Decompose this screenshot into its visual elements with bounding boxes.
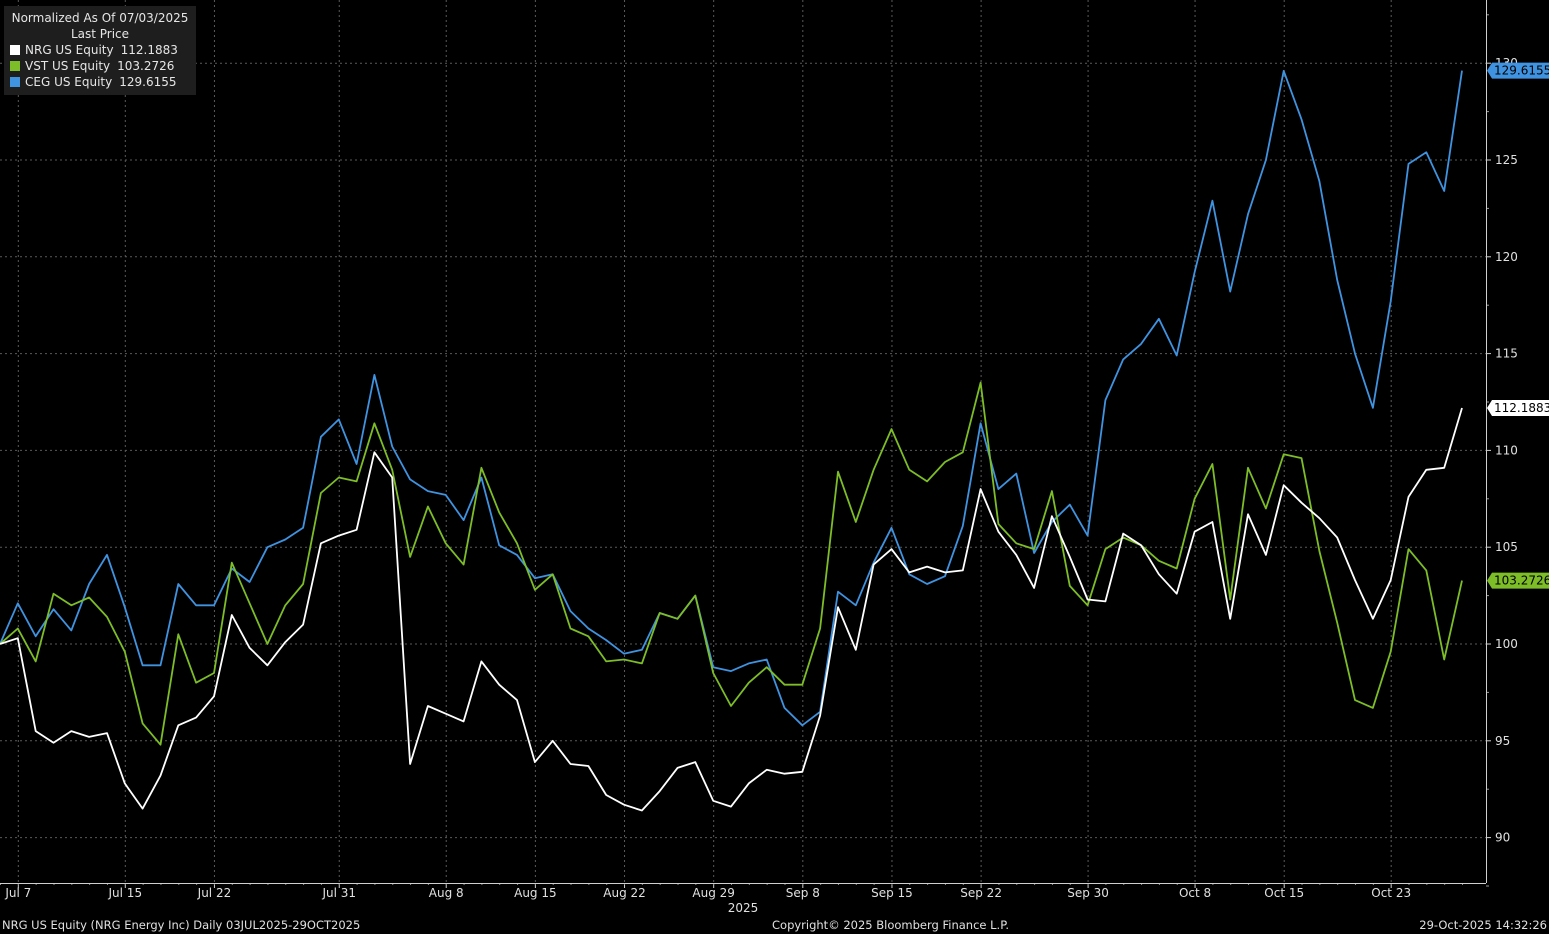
x-tick-label: Oct 23 <box>1371 886 1411 900</box>
series-line-ceg <box>0 70 1463 727</box>
legend: Normalized As Of 07/03/2025 Last Price N… <box>4 6 196 95</box>
x-tick-label: Aug 8 <box>429 886 464 900</box>
x-tick-label: Sep 30 <box>1067 886 1109 900</box>
last-value-tag-text: 112.1883 <box>1494 401 1549 415</box>
legend-item-ceg: CEG US Equity 129.6155 <box>10 74 190 90</box>
x-tick-label: Oct 15 <box>1264 886 1304 900</box>
legend-swatch-ceg <box>10 77 20 87</box>
last-value-tag-bg <box>1487 62 1549 79</box>
legend-item-nrg: NRG US Equity 112.1883 <box>10 42 190 58</box>
legend-swatch-vst <box>10 61 20 71</box>
y-tick-label: 120 <box>1495 250 1518 264</box>
series-line-nrg <box>0 407 1463 812</box>
legend-label-nrg: NRG US Equity <box>25 43 114 57</box>
x-tick-label: Sep 22 <box>960 886 1002 900</box>
footer-copyright: Copyright© 2025 Bloomberg Finance L.P. <box>772 918 1009 932</box>
legend-label-vst: VST US Equity <box>25 59 111 73</box>
x-tick-label: Aug 15 <box>514 886 557 900</box>
last-value-tag-bg <box>1487 400 1549 417</box>
x-tick-label: Aug 22 <box>603 886 646 900</box>
y-tick-label: 90 <box>1495 831 1510 845</box>
legend-label-ceg: CEG US Equity <box>25 75 113 89</box>
footer-security-info: NRG US Equity (NRG Energy Inc) Daily 03J… <box>2 918 361 932</box>
x-tick-label: Jul 7 <box>4 886 31 900</box>
last-value-tag-ceg: 129.6155 <box>1487 62 1549 79</box>
last-value-tag-nrg: 112.1883 <box>1487 400 1549 417</box>
x-year-label: 2025 <box>728 901 759 915</box>
last-value-tag-text: 103.2726 <box>1494 574 1549 588</box>
y-tick-label: 100 <box>1495 637 1518 651</box>
y-tick-label: 115 <box>1495 347 1518 361</box>
x-tick-label: Oct 8 <box>1179 886 1211 900</box>
x-tick-label: Jul 31 <box>321 886 356 900</box>
series-line-vst <box>0 381 1463 746</box>
x-tick-label: Jul 15 <box>108 886 143 900</box>
legend-value-vst: 103.2726 <box>117 59 175 73</box>
footer-timestamp: 29-Oct-2025 14:32:26 <box>1419 918 1547 932</box>
chart-title: Normalized As Of 07/03/2025 <box>11 11 189 25</box>
legend-item-vst: VST US Equity 103.2726 <box>10 58 190 74</box>
y-tick-label: 110 <box>1495 443 1518 457</box>
x-tick-label: Sep 8 <box>786 886 820 900</box>
y-tick-label: 125 <box>1495 153 1518 167</box>
x-tick-label: Sep 15 <box>871 886 913 900</box>
last-value-tag-vst: 103.2726 <box>1487 572 1549 589</box>
y-tick-label: 105 <box>1495 540 1518 554</box>
x-tick-label: Aug 29 <box>692 886 735 900</box>
chart-subtitle: Last Price <box>70 27 130 41</box>
legend-swatch-nrg <box>10 45 20 55</box>
legend-value-ceg: 129.6155 <box>119 75 177 89</box>
x-tick-label: Jul 22 <box>197 886 232 900</box>
y-tick-label: 95 <box>1495 734 1510 748</box>
last-value-tag-bg <box>1487 572 1549 589</box>
last-value-tag-text: 129.6155 <box>1494 64 1549 78</box>
legend-value-nrg: 112.1883 <box>120 43 178 57</box>
